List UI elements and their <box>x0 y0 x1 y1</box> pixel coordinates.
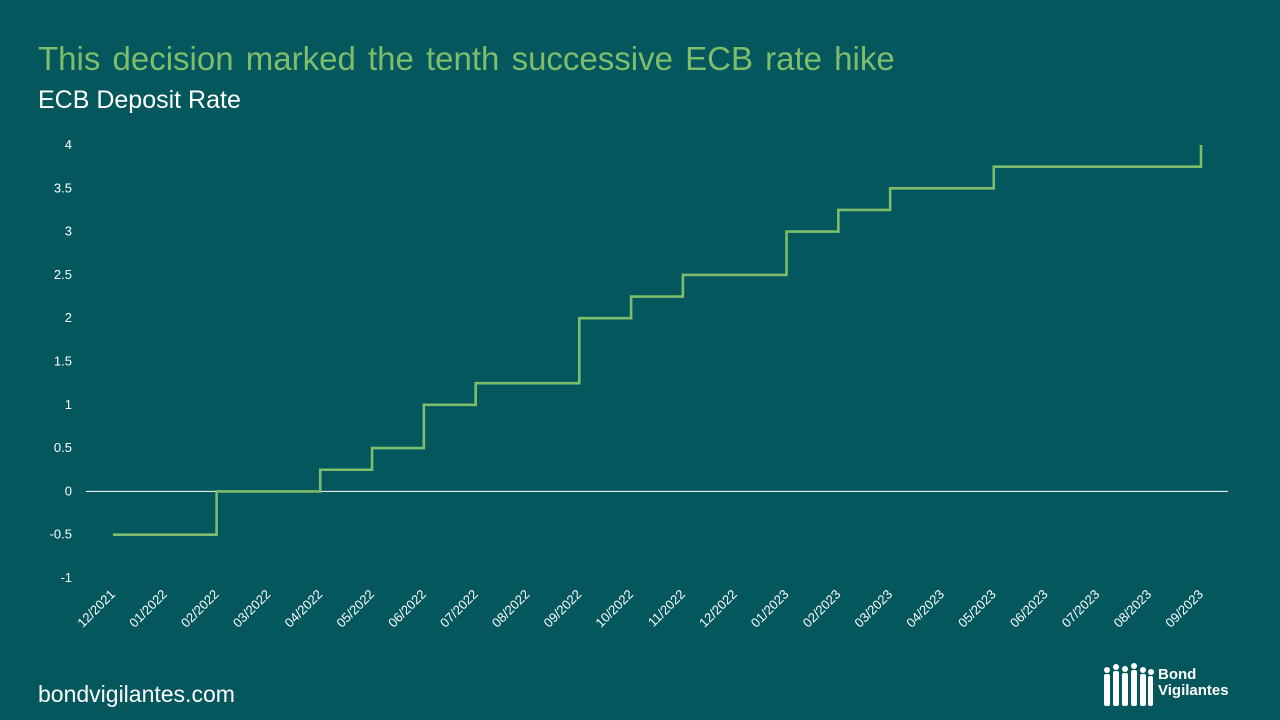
page-title: This decision marked the tenth successiv… <box>38 40 895 77</box>
x-tick-label: 03/2022 <box>230 587 274 631</box>
y-tick-label: -0.5 <box>50 527 72 542</box>
x-tick-label: 05/2022 <box>333 587 377 631</box>
x-tick-label: 04/2022 <box>282 587 326 631</box>
y-tick-label: 1 <box>65 397 72 412</box>
x-tick-label: 03/2023 <box>851 587 895 631</box>
y-tick-label: -1 <box>60 570 72 585</box>
x-tick-label: 07/2023 <box>1059 587 1103 631</box>
y-tick-label: 4 <box>65 137 72 152</box>
y-tick-label: 0 <box>65 483 72 498</box>
y-tick-label: 3.5 <box>54 180 72 195</box>
x-tick-label: 05/2023 <box>955 587 999 631</box>
x-tick-label: 07/2022 <box>437 587 481 631</box>
y-tick-label: 1.5 <box>54 354 72 369</box>
y-tick-label: 0.5 <box>54 440 72 455</box>
x-tick-label: 04/2023 <box>903 587 947 631</box>
x-tick-label: 02/2022 <box>178 587 222 631</box>
x-tick-label: 09/2022 <box>541 587 585 631</box>
deposit-rate-line <box>113 145 1203 536</box>
x-tick-label: 09/2023 <box>1162 587 1206 631</box>
x-tick-label: 08/2023 <box>1110 587 1154 631</box>
y-tick-label: 2.5 <box>54 267 72 282</box>
bond-vigilantes-logo: Bond Vigilantes <box>1100 660 1250 710</box>
x-tick-label: 11/2022 <box>645 587 688 630</box>
people-silhouette-icon <box>1104 663 1154 706</box>
x-tick-label: 12/2021 <box>74 587 118 631</box>
x-tick-label: 06/2023 <box>1007 587 1051 631</box>
x-tick-label: 02/2023 <box>800 587 844 631</box>
chart-subtitle: ECB Deposit Rate <box>38 86 241 114</box>
x-tick-label: 10/2022 <box>592 587 636 631</box>
x-tick-label: 01/2022 <box>126 587 170 631</box>
x-tick-label: 12/2022 <box>696 587 740 631</box>
x-tick-label: 06/2022 <box>385 587 429 631</box>
footer-website[interactable]: bondvigilantes.com <box>38 681 235 707</box>
logo-text-bond: Bond <box>1158 666 1197 683</box>
y-tick-label: 2 <box>65 310 72 325</box>
x-tick-label: 08/2022 <box>489 587 533 631</box>
y-tick-label: 3 <box>65 224 72 239</box>
x-tick-label: 01/2023 <box>748 587 792 631</box>
logo-text-vigilantes: Vigilantes <box>1158 682 1229 699</box>
